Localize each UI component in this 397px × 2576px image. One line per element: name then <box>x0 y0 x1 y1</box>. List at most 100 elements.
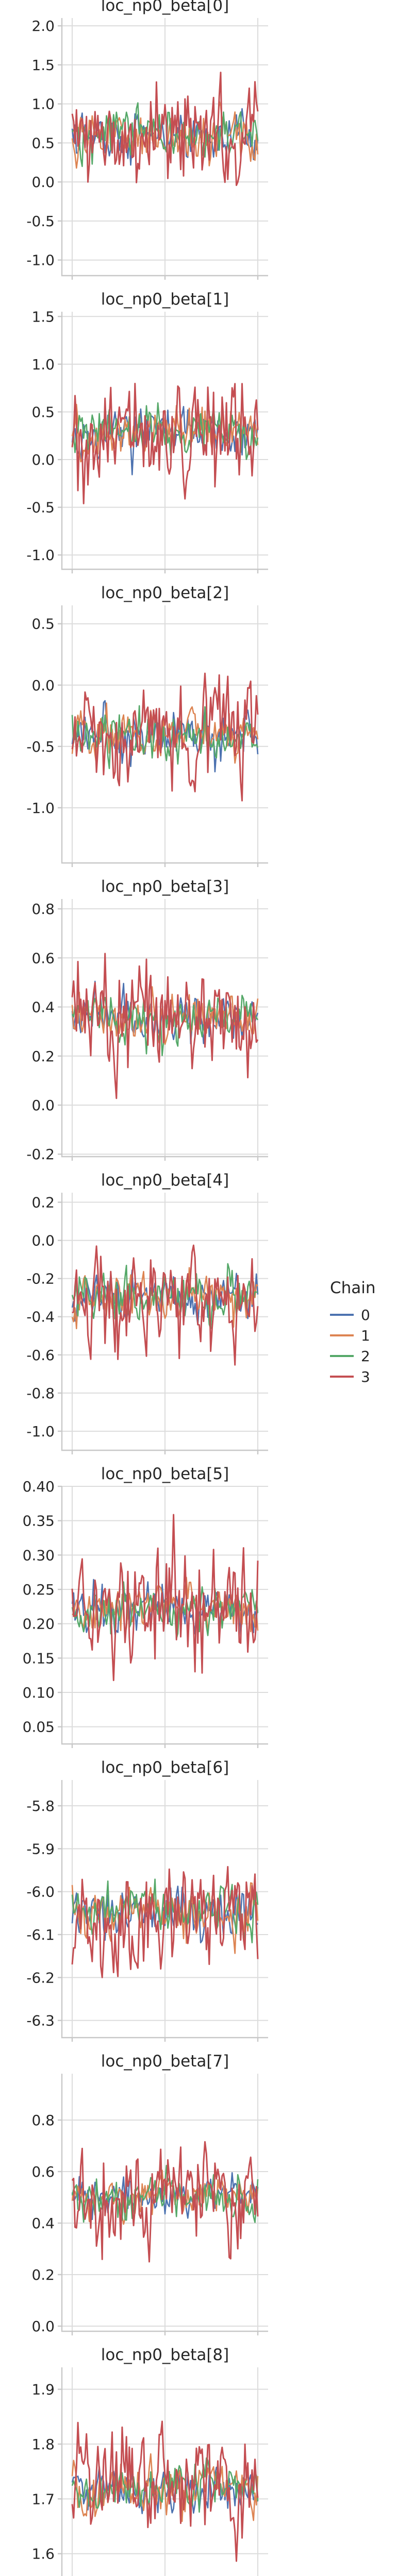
y-tick-label: 0.8 <box>31 2112 55 2129</box>
y-tick-label: 0.0 <box>31 2318 55 2335</box>
y-tick-label: -0.8 <box>26 1385 55 1402</box>
y-tick-label: 1.9 <box>31 2381 55 2398</box>
y-tick-label: -5.9 <box>26 1840 55 1857</box>
trace-panel-3: loc_np0_beta[3] -0.2 0.0 0.2 0.4 0.6 0.8 <box>26 877 268 1163</box>
y-tick-label: -0.4 <box>26 1309 55 1326</box>
y-tick-label: -6.3 <box>26 2012 55 2029</box>
trace-panel-5: loc_np0_beta[5] 0.05 0.10 0.15 0.20 0.25 0.30 0… <box>23 1465 268 1748</box>
trace-chain-2 <box>71 705 259 769</box>
y-tick-label: -0.2 <box>26 1270 55 1287</box>
panel-title: loc_np0_beta[5] <box>101 1465 229 1483</box>
y-tick-label: -0.5 <box>26 213 55 230</box>
y-tick-label: -5.8 <box>26 1798 55 1815</box>
axis-spine <box>61 605 268 864</box>
y-tick-label: 1.5 <box>31 308 55 325</box>
trace-panel-4: loc_np0_beta[4] -1.0 -0.8 -0.6 -0.4 -0.2 0.0 0.… <box>26 1171 268 1454</box>
y-tick-label: 0.35 <box>23 1513 55 1530</box>
axis-spine <box>61 2367 63 2576</box>
y-tick-label: 1.6 <box>31 2546 55 2563</box>
trace-panels: loc_np0_beta[0]-1.0-0.50.00.51.01.52.0lo… <box>23 0 268 2576</box>
y-tick-label: 0.0 <box>31 677 55 694</box>
y-tick-label: 0.30 <box>23 1547 55 1564</box>
axis-spine <box>61 312 268 570</box>
axis-spine <box>61 1193 268 1451</box>
legend-items: 0 1 2 3 <box>330 1307 370 1385</box>
y-tick-label: 0.0 <box>31 1097 55 1114</box>
panel-title: loc_np0_beta[2] <box>101 584 229 602</box>
y-tick-label: 0.2 <box>31 1048 55 1065</box>
trace-chain-3 <box>71 672 259 802</box>
y-tick-label: -1.0 <box>26 547 55 564</box>
trace-panel-7: loc_np0_beta[7] 0.0 0.2 0.4 0.6 0.8 <box>31 2052 268 2335</box>
y-tick-label: 0.5 <box>31 134 55 151</box>
y-tick-label: 0.0 <box>31 1232 55 1249</box>
y-tick-label: -6.1 <box>26 1926 55 1943</box>
trace-chain-3 <box>71 953 259 1099</box>
axis-spine <box>61 1486 268 1745</box>
y-tick-label: 0.8 <box>31 901 55 918</box>
panel-title: loc_np0_beta[8] <box>101 2346 229 2364</box>
axis-spine <box>61 2074 268 2332</box>
panel-title: loc_np0_beta[7] <box>101 2052 229 2071</box>
y-tick-label: -1.0 <box>26 252 55 269</box>
y-tick-label: -6.2 <box>26 1969 55 1986</box>
y-tick-label: 1.5 <box>31 57 55 74</box>
y-tick-label: -1.0 <box>26 1423 55 1440</box>
y-tick-label: 0.0 <box>31 451 55 468</box>
y-tick-label: -0.2 <box>26 1146 55 1163</box>
y-tick-label: 0.25 <box>23 1581 55 1598</box>
y-tick-label: 0.05 <box>23 1719 55 1736</box>
trace-chain-3 <box>71 2141 259 2263</box>
y-tick-label: 0.0 <box>31 174 55 191</box>
trace-chain-3 <box>71 1514 259 1681</box>
y-tick-label: 0.5 <box>31 403 55 420</box>
y-tick-label: 0.6 <box>31 950 55 967</box>
y-tick-label: 1.7 <box>31 2490 55 2507</box>
legend-label-3: 3 <box>361 1368 370 1385</box>
trace-chain-3 <box>71 383 259 504</box>
y-tick-label: 1.0 <box>31 356 55 373</box>
legend-label-0: 0 <box>361 1307 370 1324</box>
y-tick-label: 0.6 <box>31 2163 55 2180</box>
panel-title: loc_np0_beta[3] <box>101 877 229 896</box>
y-tick-label: 0.15 <box>23 1650 55 1667</box>
trace-panel-8: loc_np0_beta[8]1.51.61.71.81.905001000 <box>31 2346 268 2576</box>
y-tick-label: 0.4 <box>31 999 55 1016</box>
trace-panel-0: loc_np0_beta[0] -1.0 -0.5 0.0 0.5 1.0 1.5 2.0 <box>26 0 268 280</box>
y-tick-label: -0.5 <box>26 499 55 516</box>
y-tick-label: 0.2 <box>31 1194 55 1211</box>
legend-label-2: 2 <box>361 1348 370 1365</box>
axis-spine <box>61 18 268 277</box>
y-tick-label: 0.4 <box>31 2215 55 2232</box>
panel-title: loc_np0_beta[6] <box>101 1758 229 1777</box>
legend-label-1: 1 <box>361 1327 370 1344</box>
y-tick-label: 0.2 <box>31 2266 55 2283</box>
y-tick-label: -0.5 <box>26 738 55 755</box>
legend: Chain 0 1 2 3 <box>330 1279 376 1385</box>
panel-title: loc_np0_beta[4] <box>101 1171 229 1190</box>
trace-panel-2: loc_np0_beta[2] -1.0 -0.5 0.0 0.5 <box>26 584 268 867</box>
trace-panel-1: loc_np0_beta[1] -1.0 -0.5 0.0 0.5 1.0 1.5 <box>26 290 268 573</box>
trace-chain-3 <box>71 72 259 187</box>
axis-spine <box>61 1780 268 2039</box>
y-tick-label: 0.40 <box>23 1478 55 1495</box>
y-tick-label: 1.0 <box>31 96 55 113</box>
y-tick-label: 0.10 <box>23 1684 55 1701</box>
y-tick-label: 0.20 <box>23 1616 55 1633</box>
panel-title: loc_np0_beta[1] <box>101 290 229 309</box>
y-tick-label: -6.0 <box>26 1884 55 1901</box>
y-tick-label: -1.0 <box>26 800 55 817</box>
trace-chain-3 <box>71 1866 259 1978</box>
y-tick-label: 2.0 <box>31 18 55 35</box>
axis-spine <box>61 899 268 1158</box>
y-tick-label: 1.8 <box>31 2436 55 2453</box>
trace-chain-3 <box>71 2420 259 2562</box>
trace-chain-3 <box>72 1244 259 1366</box>
y-tick-label: -0.6 <box>26 1347 55 1364</box>
legend-title: Chain <box>330 1279 376 1297</box>
y-tick-label: 0.5 <box>31 616 55 633</box>
panel-title: loc_np0_beta[0] <box>101 0 229 15</box>
trace-panel-6: loc_np0_beta[6] -6.3 -6.2 -6.1 -6.0 -5.9 -5.8 <box>26 1758 268 2042</box>
trace-chain-2 <box>71 1878 259 1943</box>
